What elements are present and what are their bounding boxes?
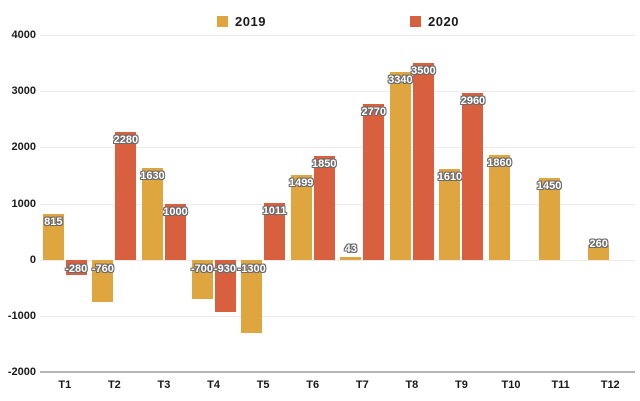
x-tick-label-T12: T12: [600, 379, 620, 391]
y-tick-label--1000: -1000: [7, 309, 36, 322]
y-tick-label-0: 0: [29, 253, 36, 266]
y-tick-label--2000: -2000: [7, 366, 36, 378]
x-tick-label-T2: T2: [107, 379, 121, 391]
bar-2020-T9[interactable]: [462, 93, 484, 260]
bar-2019-T12[interactable]: [588, 245, 610, 260]
gridline-2000: [40, 147, 635, 149]
legend-swatch-2020: [410, 16, 421, 27]
gridline-3000: [40, 91, 635, 93]
bar-2020-T8[interactable]: [412, 63, 434, 260]
legend-label-2020: 2020: [428, 14, 459, 29]
legend-item-2019[interactable]: 2019: [217, 14, 266, 29]
x-tick-label-T7: T7: [355, 379, 369, 391]
bar-2020-T7[interactable]: [363, 104, 385, 260]
gridline-1000: [40, 203, 635, 205]
y-tick-label-2000: 2000: [11, 141, 36, 154]
x-tick-label-T9: T9: [455, 379, 468, 391]
bar-2019-T5[interactable]: [241, 259, 263, 333]
bar-2019-T9[interactable]: [439, 169, 461, 260]
x-axis-line: [40, 371, 635, 373]
bar-2020-T3[interactable]: [164, 203, 186, 260]
x-tick-label-T6: T6: [306, 379, 320, 391]
bar-2019-T8[interactable]: [389, 72, 411, 260]
y-tick-label-4000: 4000: [11, 29, 36, 41]
bar-2019-T3[interactable]: [141, 168, 163, 260]
bar-2019-T1[interactable]: [42, 213, 64, 260]
x-tick-label-T3: T3: [157, 379, 171, 391]
gridline-4000: [40, 35, 635, 36]
bar-2019-T11[interactable]: [538, 178, 560, 260]
bar-2019-T2[interactable]: [92, 259, 114, 303]
x-tick-label-T4: T4: [207, 379, 220, 391]
legend-label-2019: 2019: [235, 14, 266, 29]
bar-2020-T2[interactable]: [115, 131, 137, 260]
gridline-0: [40, 259, 635, 261]
bar-2020-T4[interactable]: [214, 259, 236, 312]
bar-2019-T10[interactable]: [489, 155, 511, 260]
x-tick-label-T5: T5: [256, 379, 270, 391]
y-tick-label-1000: 1000: [11, 197, 36, 210]
x-tick-label-T10: T10: [501, 379, 521, 391]
bar-2019-T4[interactable]: [191, 259, 213, 299]
bar-2019-T7[interactable]: [340, 257, 362, 260]
bar-2020-T1[interactable]: [65, 259, 87, 276]
bar-2020-T6[interactable]: [313, 155, 335, 260]
legend-swatch-2019: [217, 16, 228, 27]
bar-2020-T5[interactable]: [264, 202, 286, 260]
legend-item-2020[interactable]: 2020: [410, 14, 459, 29]
x-tick-label-T1: T1: [58, 379, 72, 391]
gridline--1000: [40, 315, 635, 317]
x-tick-label-T8: T8: [405, 379, 419, 391]
y-tick-label-3000: 3000: [11, 85, 36, 98]
x-tick-label-T11: T11: [551, 379, 570, 391]
bar-2019-T6[interactable]: [290, 175, 312, 260]
